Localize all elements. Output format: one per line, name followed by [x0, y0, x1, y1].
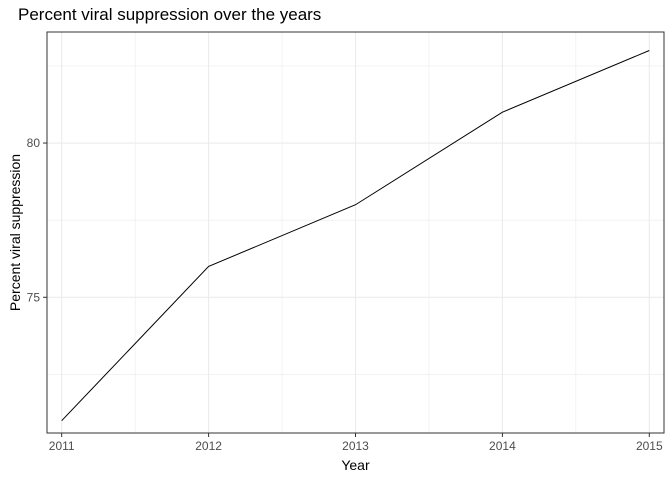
y-tick-label: 75	[27, 290, 41, 304]
x-axis-ticks: 2011 2012 2013 2014 2015	[49, 433, 663, 453]
chart-title: Percent viral suppression over the years	[18, 5, 322, 24]
x-axis-label: Year	[341, 457, 370, 473]
y-axis-ticks: 75 80	[27, 136, 47, 304]
y-tick-label: 80	[27, 136, 41, 150]
x-tick-label: 2013	[342, 439, 369, 453]
major-gridlines	[47, 32, 664, 433]
series-line	[61, 50, 650, 422]
x-tick-label: 2011	[49, 439, 75, 453]
x-tick-label: 2014	[489, 439, 516, 453]
y-axis-label: Percent viral suppression	[7, 154, 23, 311]
x-tick-label: 2015	[636, 439, 663, 453]
x-tick-label: 2012	[195, 439, 222, 453]
